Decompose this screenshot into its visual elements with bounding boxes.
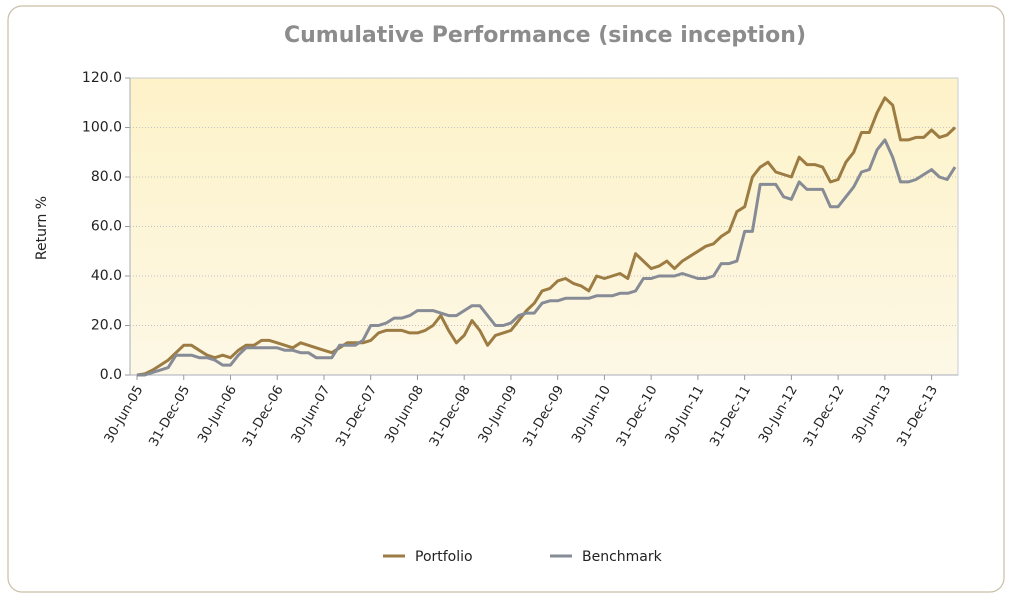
legend-label: Benchmark <box>582 549 663 565</box>
y-tick-label: 0.0 <box>100 367 122 383</box>
series-line <box>136 96 957 377</box>
y-tick-label: 60.0 <box>91 219 122 235</box>
legend: Portfolio Benchmark <box>383 549 663 565</box>
chart-title: Cumulative Performance (since inception) <box>284 23 806 48</box>
legend-label: Portfolio <box>415 549 473 565</box>
y-tick-label: 100.0 <box>82 120 122 136</box>
y-axis-label: Return % <box>34 196 50 260</box>
y-tick-label: 120.0 <box>82 70 122 86</box>
series-line <box>137 138 957 377</box>
y-tick-label: 40.0 <box>91 268 122 284</box>
y-tick-label: 80.0 <box>91 169 122 185</box>
y-tick-label: 20.0 <box>91 318 122 334</box>
